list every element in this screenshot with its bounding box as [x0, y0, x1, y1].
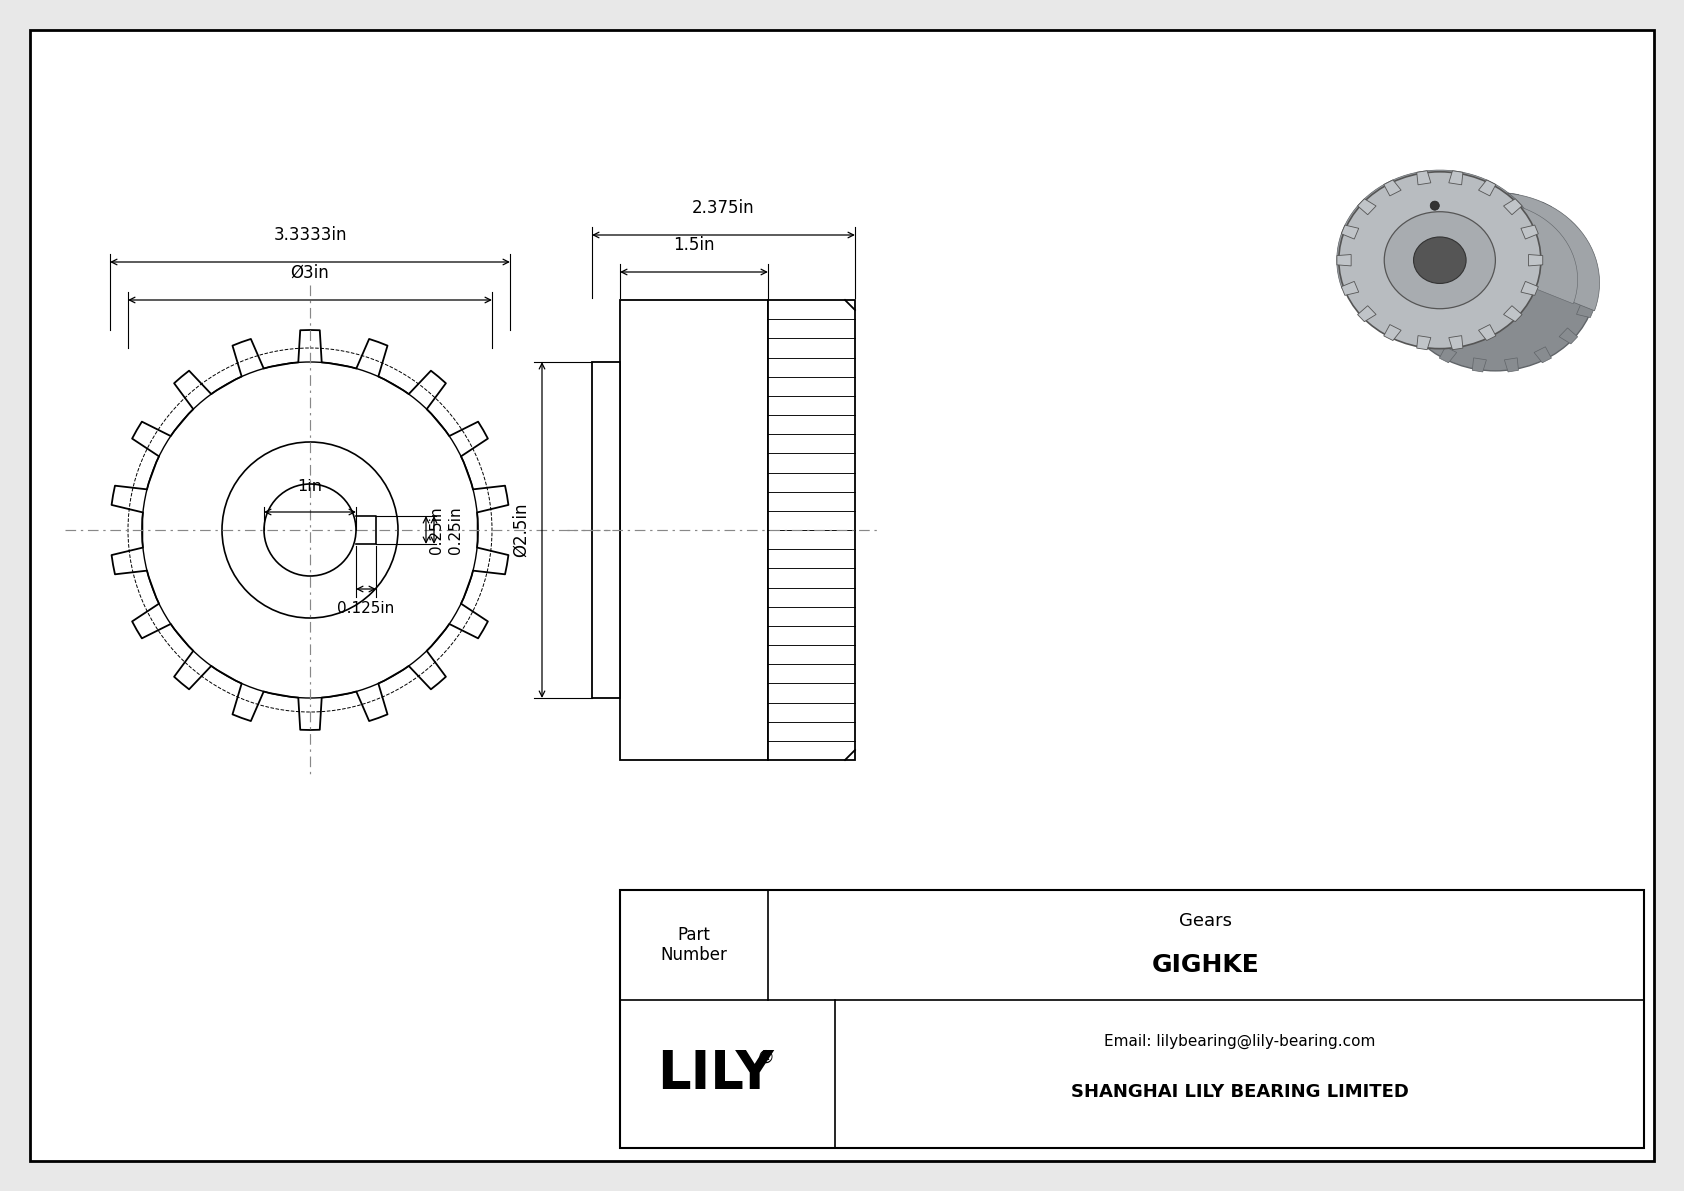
Text: 1in: 1in — [298, 479, 323, 494]
Text: Email: lilybearing@lily-bearing.com: Email: lilybearing@lily-bearing.com — [1103, 1034, 1376, 1049]
Polygon shape — [1384, 180, 1401, 195]
Polygon shape — [1396, 304, 1415, 318]
Polygon shape — [1534, 202, 1551, 218]
Bar — [620, 890, 1644, 1148]
Bar — [620, 300, 768, 760]
Polygon shape — [1559, 222, 1578, 237]
Polygon shape — [1585, 276, 1598, 288]
Polygon shape — [1576, 304, 1595, 318]
Polygon shape — [1396, 248, 1415, 261]
Text: 0.25in: 0.25in — [429, 506, 445, 554]
Polygon shape — [1393, 276, 1406, 288]
Text: Part
Number: Part Number — [660, 925, 727, 965]
Text: Gears: Gears — [1179, 912, 1233, 930]
Text: LILY: LILY — [657, 1048, 775, 1100]
Polygon shape — [1559, 328, 1578, 344]
Polygon shape — [1472, 357, 1487, 372]
Polygon shape — [1448, 170, 1463, 185]
Ellipse shape — [1413, 237, 1467, 283]
Polygon shape — [1534, 347, 1551, 363]
Polygon shape — [1413, 328, 1431, 344]
Polygon shape — [1440, 202, 1457, 218]
Ellipse shape — [1339, 172, 1541, 349]
Ellipse shape — [1384, 212, 1495, 308]
Polygon shape — [1479, 325, 1495, 341]
Polygon shape — [1384, 325, 1401, 341]
Polygon shape — [1357, 199, 1376, 214]
Polygon shape — [1504, 357, 1519, 372]
Text: 3.3333in: 3.3333in — [273, 226, 347, 244]
Polygon shape — [1337, 170, 1600, 311]
Polygon shape — [1413, 222, 1431, 237]
Polygon shape — [1340, 225, 1359, 239]
Polygon shape — [1521, 225, 1539, 239]
Polygon shape — [1479, 180, 1495, 195]
Polygon shape — [1576, 248, 1595, 261]
Text: SHANGHAI LILY BEARING LIMITED: SHANGHAI LILY BEARING LIMITED — [1071, 1083, 1408, 1100]
Polygon shape — [1529, 255, 1543, 266]
Text: Ø3in: Ø3in — [291, 264, 330, 282]
Polygon shape — [1504, 199, 1522, 214]
Polygon shape — [1416, 336, 1431, 350]
Polygon shape — [1337, 255, 1351, 266]
Polygon shape — [1440, 347, 1457, 363]
Text: GIGHKE: GIGHKE — [1152, 953, 1260, 977]
Text: 1.5in: 1.5in — [674, 236, 714, 254]
Text: Ø2.5in: Ø2.5in — [512, 503, 530, 557]
Bar — [768, 300, 855, 760]
Polygon shape — [1504, 193, 1519, 207]
Polygon shape — [1472, 193, 1487, 207]
Text: 0.125in: 0.125in — [337, 601, 394, 616]
Bar — [593, 362, 620, 698]
Text: ®: ® — [756, 1049, 775, 1067]
Polygon shape — [1448, 336, 1463, 350]
Text: 0.25in: 0.25in — [448, 506, 463, 554]
Polygon shape — [1357, 306, 1376, 322]
Text: 2.375in: 2.375in — [692, 199, 754, 217]
Polygon shape — [1504, 306, 1522, 322]
Polygon shape — [1340, 281, 1359, 295]
Ellipse shape — [1394, 194, 1596, 370]
Circle shape — [1430, 201, 1440, 210]
Polygon shape — [1351, 182, 1578, 304]
Polygon shape — [1416, 170, 1431, 185]
Polygon shape — [1521, 281, 1539, 295]
